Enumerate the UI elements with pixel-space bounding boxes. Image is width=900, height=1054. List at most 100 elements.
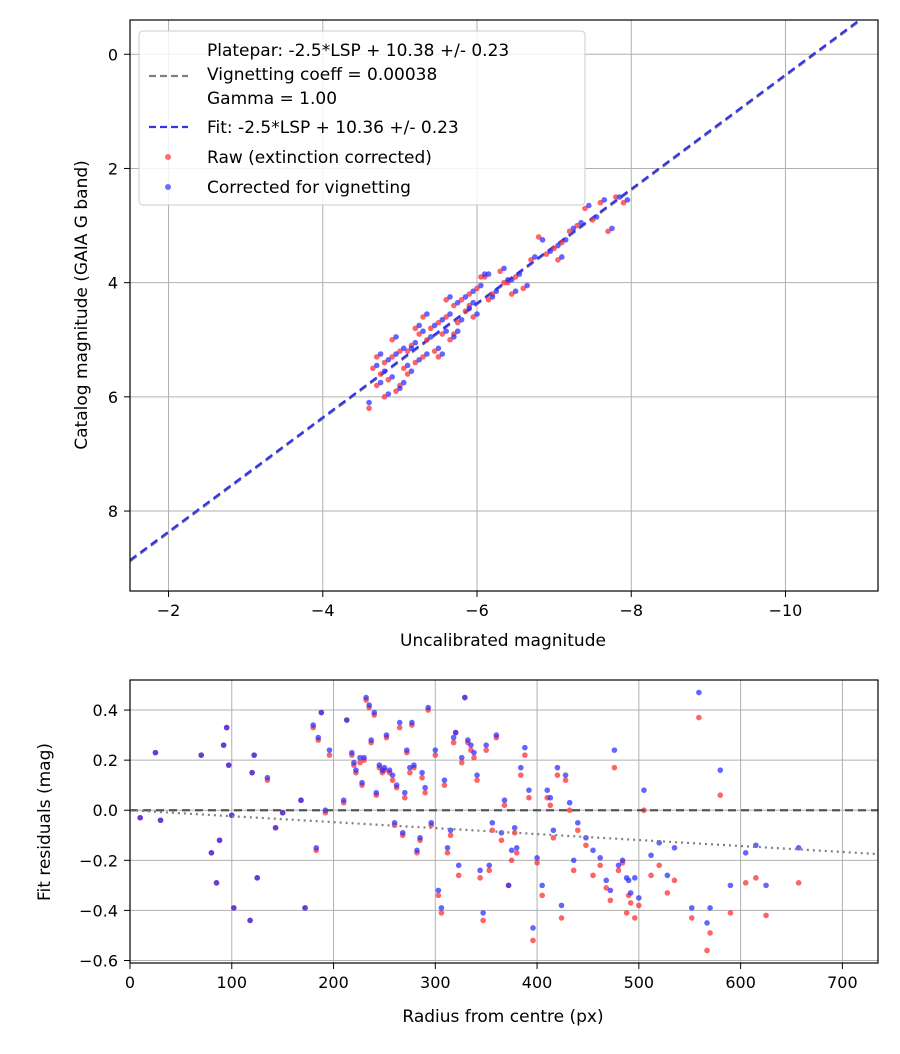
data-point [478,282,484,289]
data-point [264,774,271,781]
data-point [397,348,403,354]
data-point [249,769,255,776]
data-point [477,867,483,874]
data-point [357,759,363,766]
data-point [443,314,449,320]
data-point [763,882,769,889]
data-point [547,802,554,809]
data-point [526,787,532,793]
data-point [424,336,430,343]
legend-marker-raw [165,154,171,160]
data-point [627,900,634,906]
data-point [428,819,435,826]
data-point [366,405,372,412]
data-point [648,872,654,879]
data-point [198,752,205,758]
data-point [385,376,392,383]
data-point [597,199,604,206]
data-point [408,345,415,352]
data-point [422,789,428,796]
data-point [574,827,581,834]
data-point [435,345,442,352]
data-point [417,834,423,841]
x-tick-label: −8 [619,601,643,620]
y-tick-label: 2 [108,159,118,178]
data-point [377,371,384,377]
data-point [441,782,448,788]
data-point [478,274,484,280]
data-point [349,749,355,756]
data-point [409,719,415,726]
data-point [688,915,695,921]
legend: Platepar: -2.5*LSP + 10.38 +/- 0.23 Vign… [138,30,586,206]
data-point [359,779,365,786]
data-point [351,759,357,766]
data-point [535,234,542,240]
data-point [401,794,408,801]
x-tick-label: 500 [624,973,655,992]
data-point [419,774,425,781]
data-point [696,714,702,721]
data-point [586,202,592,209]
data-point [489,294,496,300]
data-point [727,910,734,916]
data-point [353,767,359,773]
series-raw [137,694,802,954]
data-point [425,704,431,711]
y-axis-label: Fit residuals (mag) [35,743,55,901]
data-point [513,850,520,856]
data-point [562,772,569,778]
data-point [539,237,546,243]
data-point [225,762,232,768]
data-point [363,694,369,701]
data-point [326,747,333,753]
data-point [438,905,445,911]
data-point [458,296,465,303]
data-point [386,767,393,773]
data-point [717,792,724,799]
data-point [404,747,410,753]
data-point [377,379,384,386]
data-point [452,729,459,736]
data-point [357,754,363,761]
data-point [432,747,439,753]
data-point [443,328,449,334]
data-point [558,902,565,909]
data-point [471,754,477,761]
data-point [411,762,417,768]
data-point [419,769,425,776]
data-point [458,759,465,766]
data-point [512,274,519,280]
data-point [508,277,515,283]
data-point [371,709,378,716]
data-point [717,767,724,773]
data-point [795,844,802,851]
data-point [559,239,565,246]
x-tick-label: 200 [318,973,349,992]
data-point [408,368,415,374]
data-point [416,356,422,363]
data-point [480,910,486,916]
data-point [532,254,538,260]
data-point [570,857,577,864]
data-point [671,877,678,884]
data-point [526,794,532,801]
data-point [455,872,462,879]
data-point [593,214,600,220]
y-tick-label: −0.2 [79,851,118,870]
data-point [707,930,713,936]
data-point [447,336,453,343]
data-point [389,354,395,360]
data-point [400,379,407,386]
data-point [279,809,286,816]
data-point [631,915,638,921]
data-point [505,882,512,889]
data-point [547,794,554,801]
plot-frame [129,19,879,592]
data-point [704,920,710,926]
data-point [611,764,618,771]
x-tick-label: 700 [827,973,858,992]
data-point [427,325,434,332]
data-point [399,829,406,836]
data-point [493,288,500,295]
